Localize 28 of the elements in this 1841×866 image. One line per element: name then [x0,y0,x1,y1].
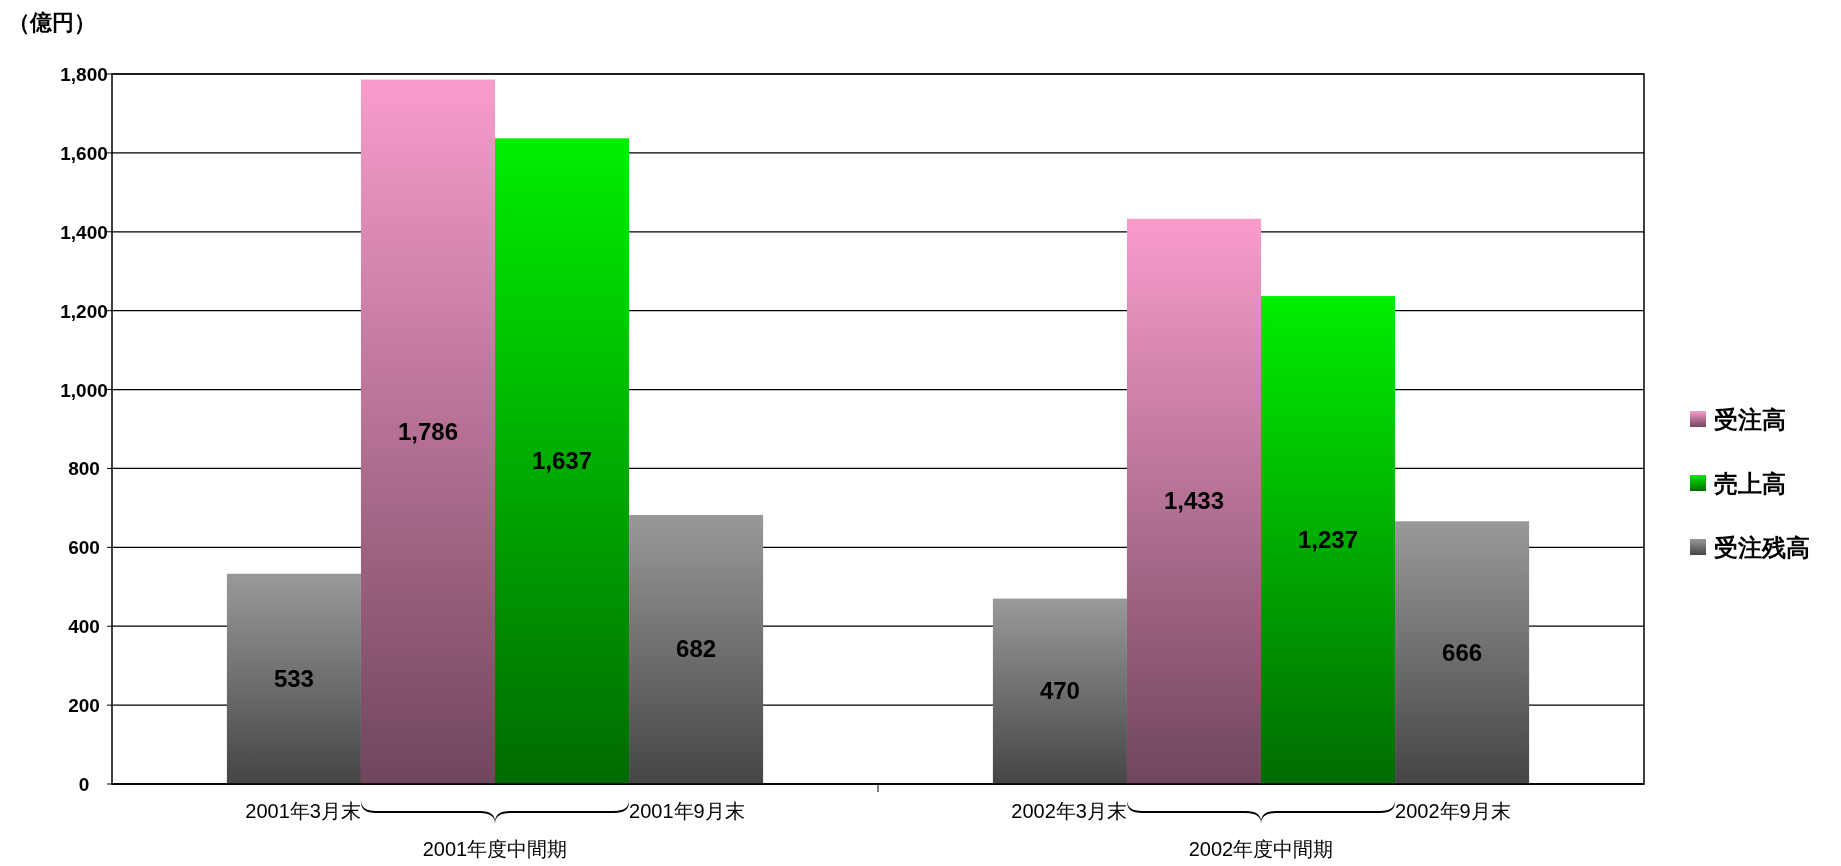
y-tick-label: 400 [68,616,100,638]
x-tick-label: 2002年9月末 [1395,800,1511,822]
y-tick-label: 600 [68,537,100,559]
data-label: 470 [1039,677,1080,705]
x-tick-label: 2002年3月末 [1011,800,1127,822]
y-axis-title: （億円） [8,10,96,35]
data-label: 533 [273,664,314,692]
y-tick-label: 1,000 [60,379,108,401]
data-label: 1,786 [397,417,459,445]
legend-label: 受注高 [1714,406,1786,433]
data-label: 1,237 [1297,526,1359,554]
y-tick-label: 1,800 [60,64,108,85]
y-tick-label: 1,400 [60,221,108,243]
x-tick-label: 2001年3月末 [245,800,361,822]
data-label: 1,637 [531,447,593,475]
text: 2001年度中間期 [422,838,568,860]
y-tick-label: 0 [78,774,90,795]
legend-label: 売上高 [1714,470,1786,497]
y-tick-label: 200 [68,695,100,717]
y-tick-label: 1,600 [60,142,108,164]
legend-label: 受注残高 [1714,534,1810,561]
x-tick-label: 2001年9月末 [629,800,745,822]
data-label: 666 [1442,638,1483,666]
text: 2002年度中間期 [1188,838,1334,860]
data-label: 682 [676,635,717,663]
y-tick-label: 1,200 [60,300,108,322]
data-label: 1,433 [1163,487,1225,515]
y-tick-label: 800 [68,458,100,480]
